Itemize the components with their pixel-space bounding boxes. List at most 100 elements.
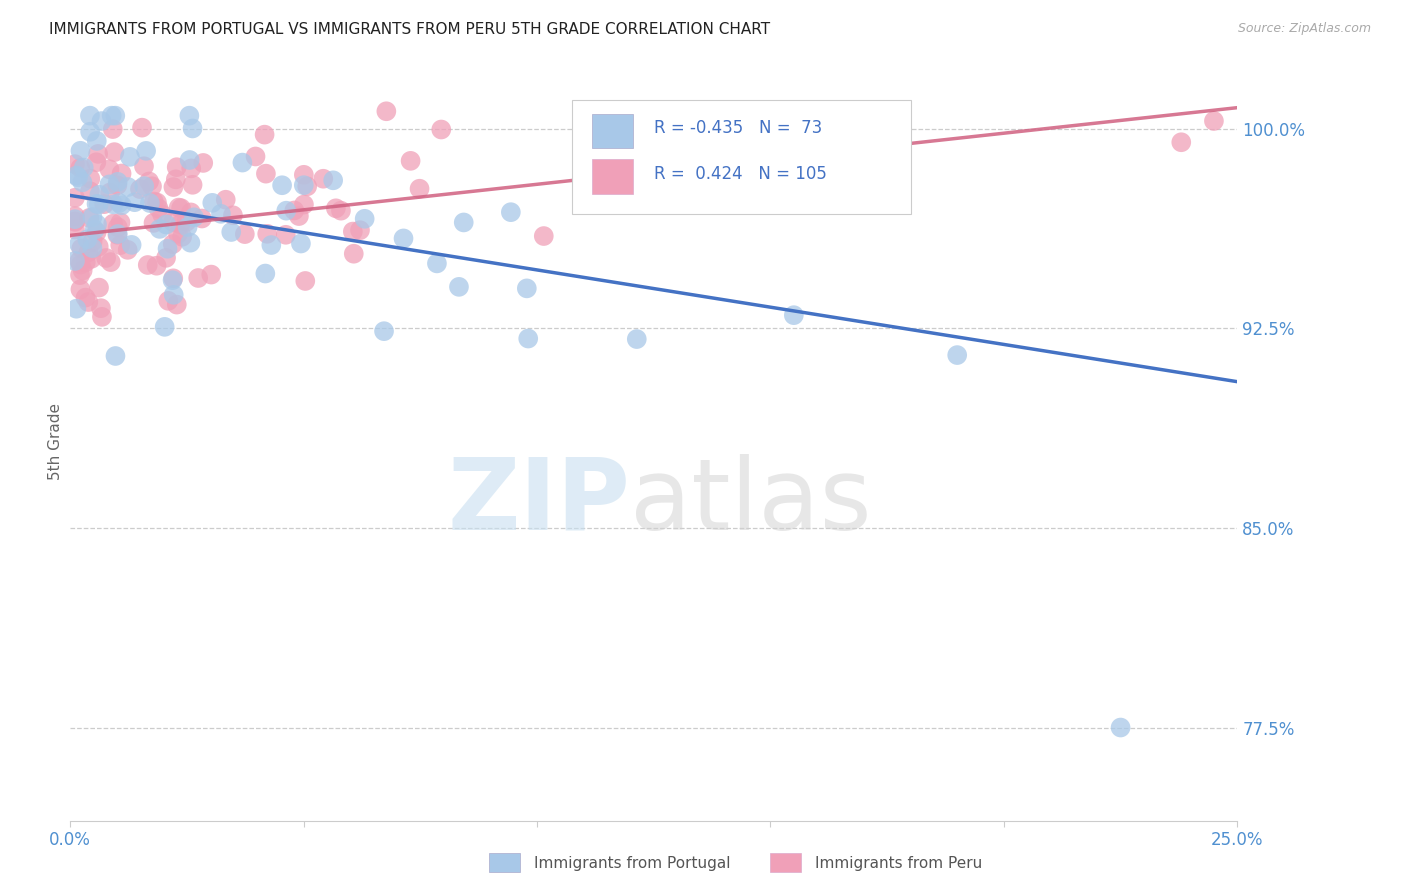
Point: [343, 246, 366, 260]
Point: [517, 332, 540, 346]
Point: [156, 242, 179, 256]
Point: [86, 155, 108, 169]
Point: [87, 280, 110, 294]
Y-axis label: 5th Grade: 5th Grade: [48, 403, 63, 480]
Point: [145, 259, 167, 273]
Point: [183, 211, 205, 225]
Point: [150, 207, 173, 221]
Point: [430, 122, 453, 136]
Point: [129, 182, 152, 196]
Point: [67, 170, 90, 185]
Point: [170, 201, 193, 215]
Point: [187, 271, 209, 285]
Point: [179, 109, 201, 123]
Point: [176, 215, 198, 229]
Point: [136, 258, 159, 272]
Point: [209, 207, 232, 221]
Point: [110, 166, 132, 180]
Point: [121, 238, 143, 252]
Point: [165, 172, 187, 186]
Point: [254, 267, 277, 281]
Point: [392, 231, 415, 245]
Point: [155, 218, 177, 232]
Point: [101, 122, 124, 136]
Point: [157, 293, 180, 308]
Point: [69, 268, 91, 282]
Point: [63, 212, 86, 227]
Point: [83, 223, 105, 237]
Point: [79, 171, 101, 186]
Point: [63, 191, 86, 205]
Point: [155, 251, 177, 265]
Point: [292, 178, 315, 193]
Point: [90, 301, 112, 315]
Point: [399, 153, 422, 168]
Point: [100, 109, 122, 123]
Point: [292, 168, 315, 182]
Point: [107, 227, 129, 241]
Point: [63, 209, 86, 223]
Point: [87, 239, 110, 253]
Bar: [592, 114, 633, 148]
Point: [82, 241, 104, 255]
Point: [312, 171, 335, 186]
Point: [408, 182, 430, 196]
Point: [172, 229, 194, 244]
Point: [375, 104, 398, 119]
Point: [533, 229, 555, 244]
Point: [118, 150, 141, 164]
Text: R = -0.435   N =  73: R = -0.435 N = 73: [654, 120, 823, 137]
Point: [179, 153, 201, 167]
Point: [201, 195, 224, 210]
Point: [79, 211, 101, 225]
Point: [516, 281, 538, 295]
Point: [180, 161, 202, 176]
Point: [107, 220, 129, 235]
Point: [290, 236, 312, 251]
Point: [283, 203, 305, 218]
Point: [219, 225, 242, 239]
Point: [63, 214, 86, 228]
Point: [77, 295, 100, 310]
Point: [82, 235, 104, 249]
Point: [146, 195, 169, 210]
Point: [162, 271, 184, 285]
Point: [63, 157, 86, 171]
Text: R =  0.424   N = 105: R = 0.424 N = 105: [654, 165, 827, 183]
Point: [91, 310, 114, 324]
Text: IMMIGRANTS FROM PORTUGAL VS IMMIGRANTS FROM PERU 5TH GRADE CORRELATION CHART: IMMIGRANTS FROM PORTUGAL VS IMMIGRANTS F…: [49, 22, 770, 37]
Point: [101, 217, 124, 231]
Bar: [770, 853, 801, 872]
Point: [72, 263, 94, 277]
Point: [626, 332, 648, 346]
Point: [63, 222, 86, 236]
Point: [98, 162, 121, 177]
Point: [139, 196, 162, 211]
Text: ZIP: ZIP: [447, 454, 630, 550]
Point: [1170, 135, 1192, 149]
Point: [162, 215, 184, 229]
Point: [179, 235, 201, 250]
Point: [124, 195, 146, 210]
Point: [141, 179, 163, 194]
Point: [329, 203, 352, 218]
Point: [453, 215, 475, 229]
Point: [100, 255, 122, 269]
Point: [162, 237, 184, 252]
Point: [181, 178, 204, 192]
Point: [373, 324, 395, 338]
Point: [110, 238, 132, 252]
Point: [142, 194, 165, 209]
Text: Source: ZipAtlas.com: Source: ZipAtlas.com: [1237, 22, 1371, 36]
Point: [166, 160, 188, 174]
Point: [67, 254, 90, 268]
Point: [79, 109, 101, 123]
Point: [80, 252, 103, 266]
Point: [86, 225, 108, 239]
Point: [98, 178, 121, 192]
Text: atlas: atlas: [630, 454, 872, 550]
Point: [783, 308, 806, 322]
Point: [108, 196, 131, 211]
Point: [72, 175, 94, 189]
Point: [426, 256, 449, 270]
